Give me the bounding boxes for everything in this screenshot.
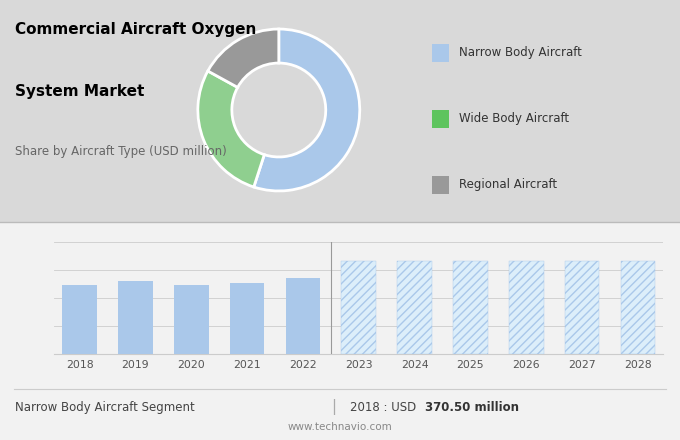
Bar [509,260,543,354]
Bar [230,283,265,354]
Text: 370.50 million: 370.50 million [425,400,519,414]
Text: Narrow Body Aircraft: Narrow Body Aircraft [459,46,582,59]
Text: Wide Body Aircraft: Wide Body Aircraft [459,112,569,125]
Text: Regional Aircraft: Regional Aircraft [459,178,557,191]
Wedge shape [254,29,360,191]
Bar [564,260,599,354]
Wedge shape [198,71,265,187]
Text: |: | [330,399,336,415]
Text: System Market: System Market [15,84,144,99]
Wedge shape [208,29,279,88]
Bar [453,260,488,354]
Bar [621,260,656,354]
Text: www.technavio.com: www.technavio.com [288,422,392,432]
Bar [174,286,209,354]
Bar [341,260,376,354]
Bar [62,285,97,354]
Bar [286,279,320,354]
Text: Narrow Body Aircraft Segment: Narrow Body Aircraft Segment [15,400,194,414]
Bar [397,260,432,354]
Bar [118,281,153,354]
Text: 2018 : USD: 2018 : USD [350,400,420,414]
Text: Share by Aircraft Type (USD million): Share by Aircraft Type (USD million) [15,145,226,158]
Text: Commercial Aircraft Oxygen: Commercial Aircraft Oxygen [15,22,256,37]
